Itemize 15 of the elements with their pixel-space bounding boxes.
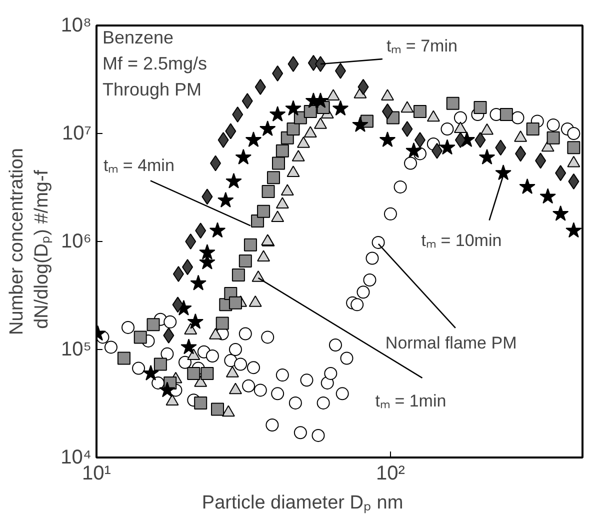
annotation: tₘ = 10min	[421, 230, 502, 250]
annotation: Benzene	[102, 28, 174, 48]
y-tick-label: 10⁸	[60, 14, 92, 36]
y-axis-title: Number concentration dN/dlog(Dₚ) #/mg-f	[6, 148, 53, 335]
x-tick-label: 10²	[376, 462, 406, 484]
y-tick-label: 10⁵	[60, 338, 92, 360]
annotation: Through PM	[102, 80, 202, 100]
annotation: tₘ = 1min	[375, 391, 446, 410]
y-tick-label: 10⁶	[61, 230, 92, 252]
x-axis-title: Particle diameter Dₚ nm	[202, 492, 404, 514]
y-tick-label: 10⁷	[62, 122, 92, 144]
annotation: Normal flame PM	[385, 333, 517, 352]
annotation: Mf = 2.5mg/s	[102, 54, 208, 74]
annotation: tₘ = 4min	[103, 156, 174, 176]
annotation: tₘ = 7min	[386, 36, 458, 56]
